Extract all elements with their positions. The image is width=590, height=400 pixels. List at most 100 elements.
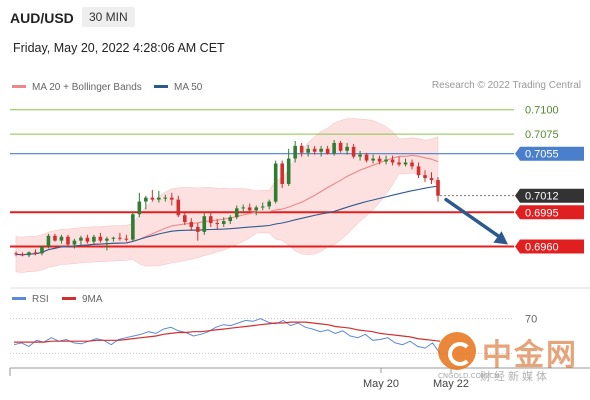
level-label-0.7055: 0.7055 xyxy=(525,149,559,161)
candle-body xyxy=(105,238,109,241)
rsi-ma-line xyxy=(14,321,441,343)
candle xyxy=(325,145,330,155)
candle-body xyxy=(306,148,310,153)
datetime-label: Friday, May 20, 2022 4:28:06 AM CET xyxy=(13,41,225,55)
candle xyxy=(59,234,64,244)
ma50-swatch xyxy=(154,85,168,88)
rsi-ma-legend-label: 9MA xyxy=(82,294,103,305)
price-levels xyxy=(10,109,514,248)
candle xyxy=(429,172,434,184)
chart-header: AUD/USD 30 MIN Friday, May 20, 2022 4:28… xyxy=(0,0,590,55)
candle-body xyxy=(163,197,168,199)
candle-body xyxy=(312,148,317,152)
candle xyxy=(351,143,356,159)
candle xyxy=(98,232,103,243)
candle xyxy=(105,236,109,251)
candle xyxy=(20,252,25,257)
candle-body xyxy=(429,178,434,181)
candle-body xyxy=(53,235,57,241)
candle xyxy=(423,170,427,183)
level-tag-0.7012 xyxy=(515,188,584,203)
candle xyxy=(66,234,70,247)
level-label-0.7075: 0.7075 xyxy=(525,129,559,141)
candle xyxy=(195,223,200,241)
candle xyxy=(111,236,116,242)
bollinger-band xyxy=(15,118,439,273)
candle xyxy=(221,217,226,227)
candle-body xyxy=(351,146,356,157)
projection-arrow-head xyxy=(493,231,508,245)
rsi-pane: 70 xyxy=(10,314,537,354)
rsi-line xyxy=(13,318,441,354)
candle xyxy=(208,212,213,227)
rsi-ma-swatch xyxy=(62,297,76,300)
candle xyxy=(234,205,239,220)
candle xyxy=(332,140,336,156)
candle-body xyxy=(92,236,96,242)
candle xyxy=(241,204,246,214)
candle-body xyxy=(241,207,246,209)
candle-body xyxy=(254,207,259,211)
candle-body xyxy=(195,226,200,232)
candle-body xyxy=(215,223,220,225)
candle-body xyxy=(40,246,44,254)
candle-body xyxy=(66,236,70,245)
candle-body xyxy=(137,201,142,215)
level-label-0.6960: 0.6960 xyxy=(525,242,559,254)
candle xyxy=(40,245,44,256)
candle xyxy=(53,233,57,242)
ma20-legend-label: MA 20 + Bollinger Bands xyxy=(32,82,142,93)
candle-body xyxy=(345,146,349,151)
watermark-logo-icon xyxy=(438,332,476,370)
candle-body xyxy=(280,163,284,184)
symbol-label: AUD/USD xyxy=(10,10,74,26)
candle xyxy=(131,212,135,242)
candle-body xyxy=(390,159,395,163)
candle xyxy=(124,234,129,242)
candle xyxy=(403,158,408,167)
candle-body xyxy=(403,162,408,165)
level-tag-0.7055 xyxy=(515,146,584,161)
candle xyxy=(150,189,155,202)
rsi-tick-label: 70 xyxy=(525,314,537,326)
candle xyxy=(144,195,148,210)
candle-body xyxy=(364,154,369,161)
candle xyxy=(228,215,233,225)
candle-body xyxy=(325,148,330,154)
candle-body xyxy=(176,199,181,216)
main-legend: MA 20 + Bollinger Bands MA 50 xyxy=(12,82,203,93)
candle-body xyxy=(33,252,38,254)
candle xyxy=(338,140,343,153)
candle xyxy=(118,232,122,241)
candle-body xyxy=(79,237,83,241)
candle-body xyxy=(416,166,421,176)
candle xyxy=(299,142,304,157)
candle xyxy=(170,192,174,206)
candle-body xyxy=(293,145,297,159)
level-tag-0.6960 xyxy=(515,239,584,254)
candle xyxy=(189,218,194,231)
candle-body xyxy=(72,240,77,245)
candle-body xyxy=(27,252,31,256)
candle xyxy=(157,190,161,203)
candle xyxy=(319,145,323,157)
level-label-0.7012: 0.7012 xyxy=(525,191,559,203)
level-tag-0.6995 xyxy=(515,205,584,220)
candle xyxy=(306,144,310,157)
candle-body xyxy=(371,158,375,161)
candle-body xyxy=(384,159,388,162)
candle xyxy=(390,155,395,166)
candle xyxy=(377,155,382,165)
candle-body xyxy=(124,238,129,240)
candle-body xyxy=(208,216,213,224)
candle-body xyxy=(118,237,122,239)
timeframe-button[interactable]: 30 MIN xyxy=(82,7,135,27)
candle xyxy=(410,159,414,170)
candle xyxy=(27,251,31,258)
candle xyxy=(46,233,51,249)
candle-body xyxy=(46,235,51,247)
candle xyxy=(72,238,77,249)
level-label-0.7100: 0.7100 xyxy=(525,105,559,117)
price-tags: 0.7100 0.7075 0.7055 0.7012 0.6995 0.6960 xyxy=(515,105,584,254)
